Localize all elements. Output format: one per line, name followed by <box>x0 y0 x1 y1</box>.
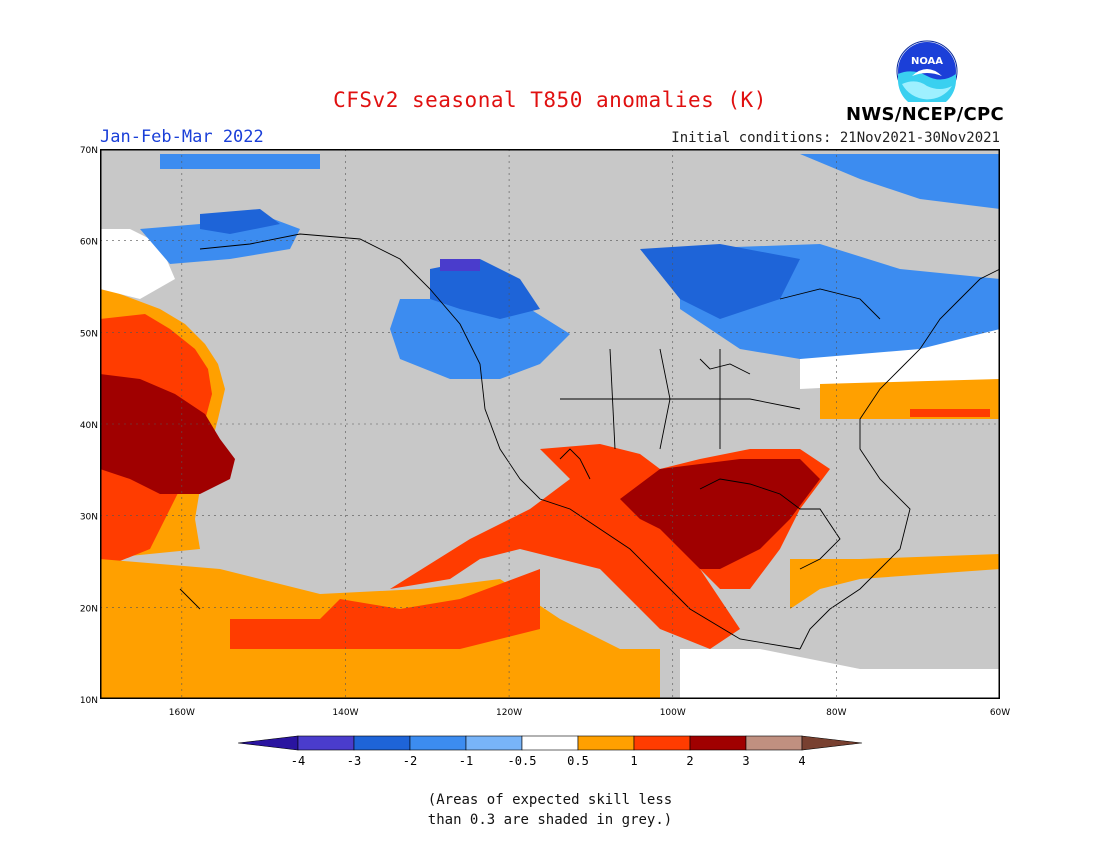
lat-tick-label: 50N <box>80 329 98 339</box>
southern-us-core <box>620 459 820 569</box>
legend-arrow-right <box>801 735 863 751</box>
legend-label: -1 <box>459 754 473 768</box>
atlantic-red-strip <box>910 409 990 417</box>
color-legend: -4 -3 -2 -1 -0.5 0.5 1 2 3 4 <box>238 735 863 768</box>
legend-label: 0.5 <box>567 754 589 768</box>
legend-label: 4 <box>798 754 805 768</box>
legend-label: 3 <box>742 754 749 768</box>
legend-label: 2 <box>686 754 693 768</box>
coastline-segment <box>179 588 201 610</box>
agency-label: NWS/NCEP/CPC <box>846 104 1005 125</box>
lat-tick-label: 70N <box>80 146 98 156</box>
legend-swatch <box>297 735 355 751</box>
lon-tick-label: 140W <box>332 708 358 718</box>
lon-tick-label: 160W <box>169 708 195 718</box>
caption-line-2: than 0.3 are shaded in grey.) <box>427 812 673 828</box>
legend-label: -4 <box>291 754 305 768</box>
legend-swatch <box>409 735 467 751</box>
caribbean-warm <box>790 554 1000 609</box>
legend-label: -2 <box>403 754 417 768</box>
legend-swatch <box>465 735 523 751</box>
legend-arrow-left <box>238 735 299 751</box>
coastline-segment <box>779 288 881 320</box>
lat-axis: 70N 60N 50N 40N 30N 20N 10N <box>80 146 98 706</box>
lon-tick-label: 120W <box>496 708 522 718</box>
lat-tick-label: 10N <box>80 696 98 706</box>
map-frame <box>100 149 1000 699</box>
coastline-segment <box>560 398 801 410</box>
legend-swatch <box>521 735 579 751</box>
bering-cold-core <box>200 209 280 234</box>
lat-tick-label: 20N <box>80 604 98 614</box>
map-title: CFSv2 seasonal T850 anomalies (K) <box>333 88 767 112</box>
arctic-cold <box>800 154 1000 209</box>
coastline-segment <box>609 348 616 450</box>
noaa-logo-icon: NOAA <box>896 40 958 102</box>
legend-label: -0.5 <box>508 754 537 768</box>
anomaly-map <box>100 149 1000 699</box>
coastline-segment <box>559 448 591 480</box>
legend-swatch <box>577 735 635 751</box>
lon-tick-label: 60W <box>990 708 1010 718</box>
legend-label: -3 <box>347 754 361 768</box>
coastline-segment <box>699 478 841 570</box>
arctic-strip-cold <box>160 154 320 169</box>
initial-conditions: Initial conditions: 21Nov2021-30Nov2021 <box>671 130 1000 146</box>
subtropical-red-band <box>230 569 540 649</box>
legend-swatch <box>745 735 803 751</box>
coastline-segment <box>199 233 801 650</box>
lon-tick-label: 80W <box>826 708 846 718</box>
graticule <box>100 149 1000 699</box>
coastlines <box>179 233 1000 650</box>
alaska-coldest <box>440 259 480 271</box>
anomaly-fields <box>100 154 1000 699</box>
tropical-neutral-east <box>680 649 1000 699</box>
caption-line-1: (Areas of expected skill less <box>427 792 673 808</box>
lat-tick-label: 30N <box>80 513 98 523</box>
alaska-cold-core <box>430 259 540 319</box>
legend-swatch <box>633 735 691 751</box>
pacific-warm-core <box>100 374 235 494</box>
legend-swatch <box>689 735 747 751</box>
coastline-segment <box>799 268 1000 650</box>
legend-label: 1 <box>630 754 637 768</box>
lat-tick-label: 60N <box>80 238 98 248</box>
forecast-period: Jan-Feb-Mar 2022 <box>100 127 264 147</box>
coastline-segment <box>659 348 671 450</box>
lon-axis: 160W 140W 120W 100W 80W 60W <box>169 708 1010 718</box>
legend-swatch <box>353 735 411 751</box>
lon-tick-label: 100W <box>660 708 686 718</box>
lat-tick-label: 40N <box>80 421 98 431</box>
noaa-logo-text: NOAA <box>911 56 943 67</box>
alaska-pacific-cold <box>390 299 570 379</box>
canada-cold-core <box>640 244 800 319</box>
